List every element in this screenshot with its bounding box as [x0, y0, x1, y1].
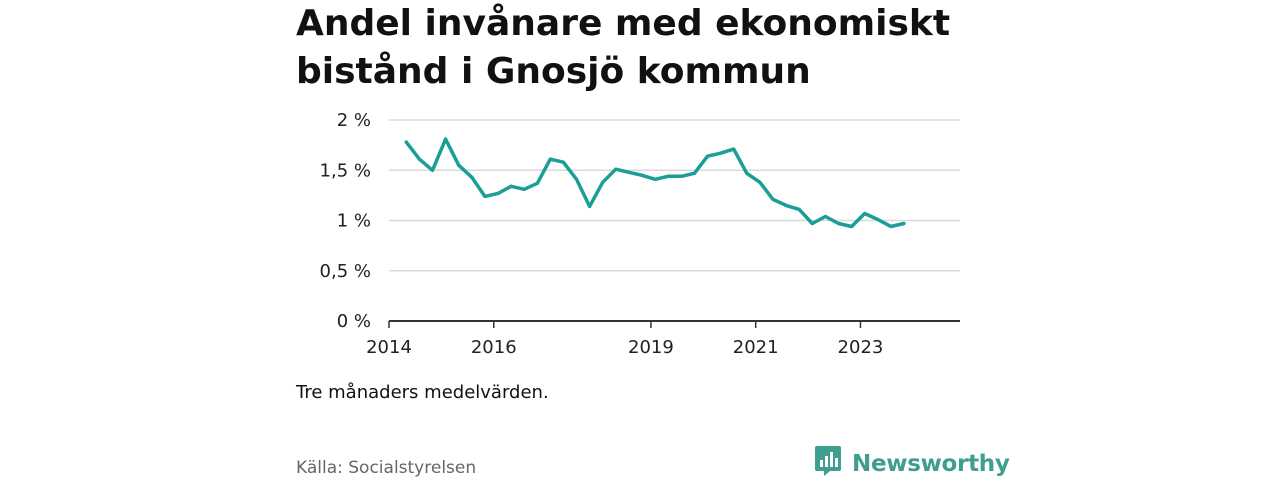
data-point — [718, 151, 723, 155]
data-point — [745, 171, 749, 175]
data-point — [614, 167, 618, 171]
data-point — [653, 177, 657, 181]
x-tick-label: 2019 — [628, 337, 674, 358]
data-point — [404, 140, 408, 144]
data-point — [902, 221, 906, 226]
data-point — [574, 177, 579, 181]
bar-chart-badge-icon — [814, 445, 842, 482]
data-point — [876, 217, 880, 222]
x-tick-label: 2021 — [733, 337, 779, 358]
series-line — [404, 137, 906, 229]
data-point — [732, 147, 736, 151]
data-point — [692, 171, 697, 175]
data-point — [483, 194, 487, 198]
data-point — [522, 187, 526, 191]
data-point — [758, 180, 762, 184]
data-point — [496, 191, 500, 195]
data-point — [535, 181, 539, 185]
data-point — [430, 168, 435, 172]
data-point — [548, 157, 552, 161]
y-tick-label: 0,5 % — [320, 261, 371, 282]
y-tick-label: 2 % — [337, 110, 371, 131]
axes: 0 % 0,5 % 1 % 1,5 % 2 % 2014 2016 2019 2021 2023 — [320, 110, 960, 358]
data-point — [784, 203, 788, 208]
chart-note: Tre månaders medelvärden. — [296, 382, 549, 403]
data-point — [836, 221, 841, 226]
source-credit: Källa: Socialstyrelsen — [296, 458, 477, 478]
data-point — [810, 221, 814, 226]
data-point — [705, 154, 710, 158]
gridlines — [389, 119, 960, 272]
data-point — [561, 160, 566, 164]
data-point — [823, 214, 827, 219]
data-point — [863, 211, 867, 216]
y-tick-label: 0 % — [337, 311, 371, 332]
data-point — [679, 174, 683, 178]
newsworthy-brand[interactable]: Newsworthy — [814, 445, 1010, 482]
data-point — [417, 157, 421, 161]
data-point — [849, 224, 854, 229]
data-point — [588, 204, 592, 209]
data-point — [666, 174, 670, 178]
data-point — [640, 173, 644, 177]
data-point — [509, 184, 513, 188]
data-point — [889, 224, 893, 229]
data-point — [457, 163, 461, 167]
series — [404, 137, 906, 229]
data-point — [601, 180, 605, 184]
brand-name: Newsworthy — [852, 450, 1010, 477]
data-point — [797, 207, 801, 212]
x-tick-label: 2014 — [366, 337, 412, 358]
y-tick-label: 1,5 % — [320, 160, 371, 181]
y-tick-label: 1 % — [337, 211, 371, 232]
data-point — [627, 170, 631, 174]
x-tick-label: 2016 — [471, 337, 517, 358]
x-tick-label: 2023 — [838, 337, 884, 358]
data-point — [443, 137, 448, 141]
data-point — [771, 197, 775, 201]
data-point — [470, 175, 474, 179]
chart-title: Andel invånare med ekonomiskt bistånd i … — [296, 3, 951, 92]
